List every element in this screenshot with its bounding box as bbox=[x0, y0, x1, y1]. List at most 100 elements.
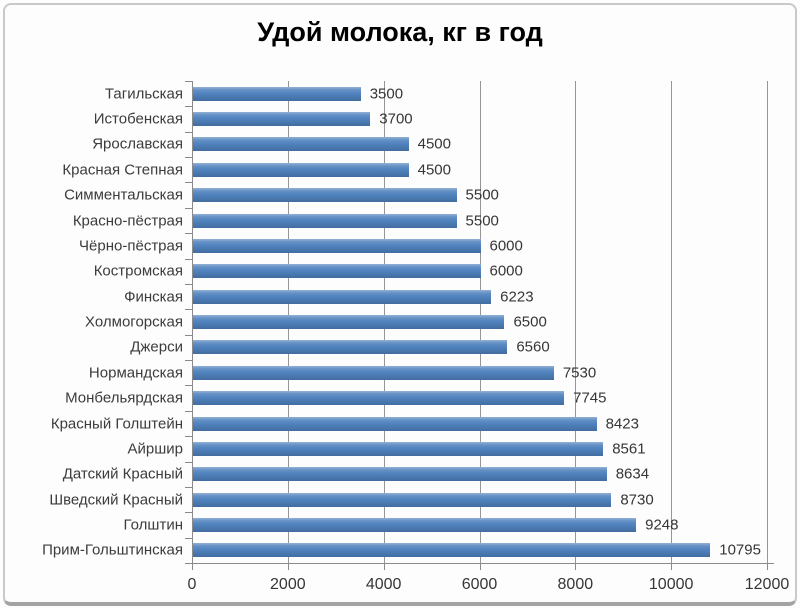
value-label: 9248 bbox=[645, 516, 679, 534]
y-axis-tick bbox=[185, 258, 192, 260]
bar bbox=[193, 213, 457, 228]
x-tick-label: 0 bbox=[187, 576, 197, 593]
value-label: 8561 bbox=[612, 440, 646, 458]
bar bbox=[193, 518, 637, 533]
x-axis-tick bbox=[192, 563, 193, 570]
category-label: Красно-пёстрая bbox=[72, 212, 183, 230]
bar-row: Джерси 6560 bbox=[130, 335, 767, 360]
bar-row: Чёрно-пёстрая 6000 bbox=[79, 233, 767, 258]
y-axis-tick bbox=[185, 131, 192, 133]
category-label: Монбельярдская bbox=[65, 389, 183, 407]
x-axis-line bbox=[192, 563, 774, 564]
y-axis-tick bbox=[185, 207, 192, 209]
bar-row: Истобенская 3700 bbox=[94, 106, 767, 131]
gridline bbox=[575, 81, 577, 563]
bar bbox=[193, 264, 481, 279]
gridline bbox=[767, 81, 768, 563]
x-tick-label: 2000 bbox=[270, 576, 306, 593]
value-label: 6500 bbox=[513, 313, 547, 331]
category-label: Прим-Гольштинская bbox=[42, 541, 183, 559]
category-label: Истобенская bbox=[93, 110, 183, 128]
y-axis-tick bbox=[185, 360, 192, 362]
bar bbox=[193, 492, 612, 507]
bar-row: Шведский Красный 8730 bbox=[49, 487, 767, 512]
value-label: 6000 bbox=[489, 262, 523, 280]
bar bbox=[193, 543, 711, 558]
value-label: 5500 bbox=[465, 186, 499, 204]
category-label: Голштин bbox=[123, 516, 183, 534]
bar-row: Тагильская 3500 bbox=[105, 81, 767, 106]
bar-row: Нормандская 7530 bbox=[89, 360, 767, 385]
bar-row: Симментальская 5500 bbox=[64, 183, 767, 208]
bar-row: Голштин 9248 bbox=[124, 512, 767, 537]
bar bbox=[193, 391, 565, 406]
category-label: Нормандская bbox=[88, 364, 183, 382]
x-tick-label: 6000 bbox=[461, 576, 498, 593]
y-axis-tick bbox=[185, 385, 192, 387]
bar bbox=[193, 289, 492, 304]
bar-row: Датский Красный 8634 bbox=[63, 462, 767, 487]
y-axis-tick bbox=[185, 81, 192, 82]
category-label: Чёрно-пёстрая bbox=[79, 237, 183, 255]
value-label: 7745 bbox=[573, 389, 607, 407]
bar-row: Прим-Гольштинская 10795 bbox=[42, 538, 767, 563]
value-label: 4500 bbox=[417, 161, 451, 179]
y-axis-tick bbox=[185, 410, 192, 412]
y-axis-tick bbox=[185, 106, 192, 108]
x-axis-tick bbox=[287, 563, 289, 570]
bar bbox=[193, 238, 481, 253]
value-label: 8730 bbox=[620, 491, 654, 509]
y-axis-tick bbox=[185, 233, 192, 235]
value-label: 10795 bbox=[719, 541, 761, 559]
category-label: Тагильская bbox=[104, 85, 183, 103]
x-axis-tick bbox=[383, 563, 385, 570]
x-tick-label: 12000 bbox=[744, 576, 790, 593]
bar-row: Айршир 8561 bbox=[128, 436, 767, 461]
x-tick-label: 10000 bbox=[648, 576, 694, 593]
x-axis-tick bbox=[767, 563, 768, 570]
category-label: Красный Голштейн bbox=[50, 415, 183, 433]
bar-row: Костромская 6000 bbox=[94, 259, 767, 284]
bar-row: Красная Степная 4500 bbox=[62, 157, 767, 182]
bar bbox=[193, 441, 604, 456]
bar bbox=[193, 162, 409, 177]
chart-title: Удой молока, кг в год bbox=[257, 17, 543, 47]
category-label: Костромская bbox=[93, 262, 183, 280]
x-tick-label: 4000 bbox=[365, 576, 402, 593]
y-axis-tick bbox=[185, 157, 192, 159]
bar bbox=[193, 315, 505, 330]
bar-row: Красный Голштейн 8423 bbox=[51, 411, 767, 436]
value-label: 6223 bbox=[500, 288, 534, 306]
gridline bbox=[671, 81, 673, 563]
bar bbox=[193, 137, 409, 152]
bar-rows-group: Тагильская 3500 Истобенская 3700 Ярославская… bbox=[42, 81, 767, 563]
bar bbox=[193, 188, 457, 203]
x-axis-tick bbox=[575, 563, 577, 570]
plot-area: Тагильская 3500 Истобенская 3700 Ярославская… bbox=[42, 81, 774, 570]
y-axis-tick bbox=[185, 512, 192, 514]
x-tick-label: 8000 bbox=[557, 576, 594, 593]
category-label: Симментальская bbox=[64, 186, 183, 204]
y-axis-tick bbox=[185, 334, 192, 336]
category-label: Холмогорская bbox=[85, 313, 183, 331]
category-label: Шведский Красный bbox=[49, 491, 183, 509]
bar-row: Ярославская 4500 bbox=[92, 132, 767, 157]
category-label: Айршир bbox=[127, 440, 183, 458]
bar-row: Красно-пёстрая 5500 bbox=[73, 208, 767, 233]
x-axis-tick bbox=[479, 563, 481, 570]
bar-row: Холмогорская 6500 bbox=[85, 309, 767, 334]
y-axis-tick bbox=[185, 563, 192, 564]
bar bbox=[193, 112, 371, 127]
bar-row: Монбельярдская 7745 bbox=[65, 386, 767, 411]
bar bbox=[193, 467, 607, 482]
category-label: Красная Степная bbox=[62, 161, 183, 179]
y-axis-tick bbox=[185, 436, 192, 438]
category-label: Джерси bbox=[130, 338, 183, 356]
bar bbox=[193, 365, 554, 380]
value-label: 5500 bbox=[465, 212, 499, 230]
bar bbox=[193, 340, 508, 355]
value-label: 6000 bbox=[489, 237, 523, 255]
y-axis-tick bbox=[185, 486, 192, 488]
category-label: Ярославская bbox=[92, 135, 183, 153]
